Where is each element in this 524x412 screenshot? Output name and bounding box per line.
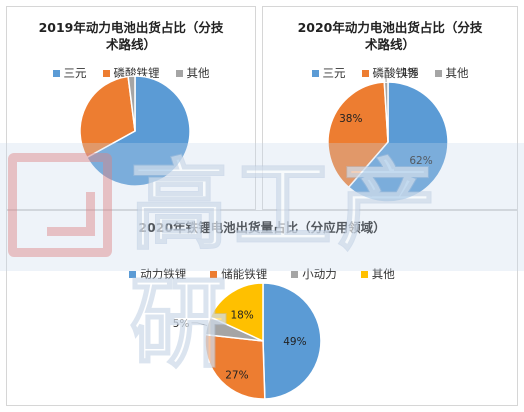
data-label-2-3: 1% (402, 67, 419, 79)
data-label-3-3: 5% (173, 318, 190, 330)
legend-swatch-icon (102, 69, 110, 77)
pie-slice-1-1 (85, 75, 191, 187)
pie-slice-2-3 (383, 81, 389, 143)
chart-title-line-1: 2019年动力电池出货占比（分技 (38, 20, 224, 35)
legend-swatch-icon (210, 270, 218, 278)
pie-slice-1-3 (127, 75, 136, 132)
chart-title-line-1: 2020年动力电池出货占比（分技 (297, 20, 483, 35)
pie-slice-2-1 (347, 81, 449, 203)
legend-item: 三元 (311, 65, 346, 81)
data-label-3-4: 18% (230, 309, 253, 321)
pie-slice-3-4 (209, 282, 264, 343)
legend-swatch-icon (291, 270, 299, 278)
legend-swatch-icon (360, 270, 368, 278)
data-label-2-1: 62% (409, 155, 432, 167)
chart-title: 2020年铁锂电池出货量占比（分应用领域） (7, 219, 517, 236)
legend-label: 储能铁锂 (221, 267, 268, 281)
legend-swatch-icon (175, 69, 183, 77)
legend-swatch-icon (434, 69, 442, 77)
legend-label: 三元 (322, 66, 346, 80)
legend-item: 动力铁锂 (129, 266, 186, 282)
legend-label: 动力铁锂 (140, 267, 187, 281)
legend-item: 储能铁锂 (210, 266, 267, 282)
legend-swatch-icon (52, 69, 60, 77)
chart-title: 2020年动力电池出货占比（分技 术路线） (263, 19, 517, 53)
legend-label: 其他 (445, 66, 469, 80)
legend-swatch-icon (311, 69, 319, 77)
pie-slice-3-2 (204, 333, 266, 400)
chart-title-line-1: 2020年铁锂电池出货量占比（分应用领域） (138, 220, 386, 235)
chart-title: 2019年动力电池出货占比（分技 术路线） (7, 19, 255, 53)
legend-label: 三元 (63, 66, 87, 80)
data-label-2-2: 38% (339, 113, 362, 125)
legend-swatch-icon (361, 69, 369, 77)
legend-item: 三元 (52, 65, 87, 81)
data-label-3-1: 49% (283, 336, 306, 348)
legend-label: 其他 (186, 66, 210, 80)
pie-slice-2-2 (327, 81, 389, 189)
legend-item: 磷酸铁锂 (361, 65, 419, 81)
leader-line-2-3 (385, 71, 400, 83)
chart-legend: 三元 磷酸铁锂 其他 (263, 65, 517, 81)
legend-label: 磷酸铁锂 (372, 66, 419, 80)
legend-item: 小动力 (291, 266, 337, 282)
chart-title-line-2: 术路线） (105, 37, 156, 52)
data-label-3-2: 27% (225, 370, 248, 382)
legend-label: 其他 (371, 267, 395, 281)
pie-slice-1-2 (79, 75, 136, 159)
chart-legend: 动力铁锂 储能铁锂 小动力 其他 (7, 266, 517, 282)
pie-slice-3-1 (262, 282, 322, 400)
legend-item: 其他 (175, 65, 210, 81)
legend-item: 其他 (360, 266, 395, 282)
legend-item: 其他 (434, 65, 469, 81)
leader-line-3-3 (191, 322, 208, 326)
legend-swatch-icon (129, 270, 137, 278)
chart-title-line-2: 术路线） (364, 37, 415, 52)
legend-label: 小动力 (302, 267, 337, 281)
